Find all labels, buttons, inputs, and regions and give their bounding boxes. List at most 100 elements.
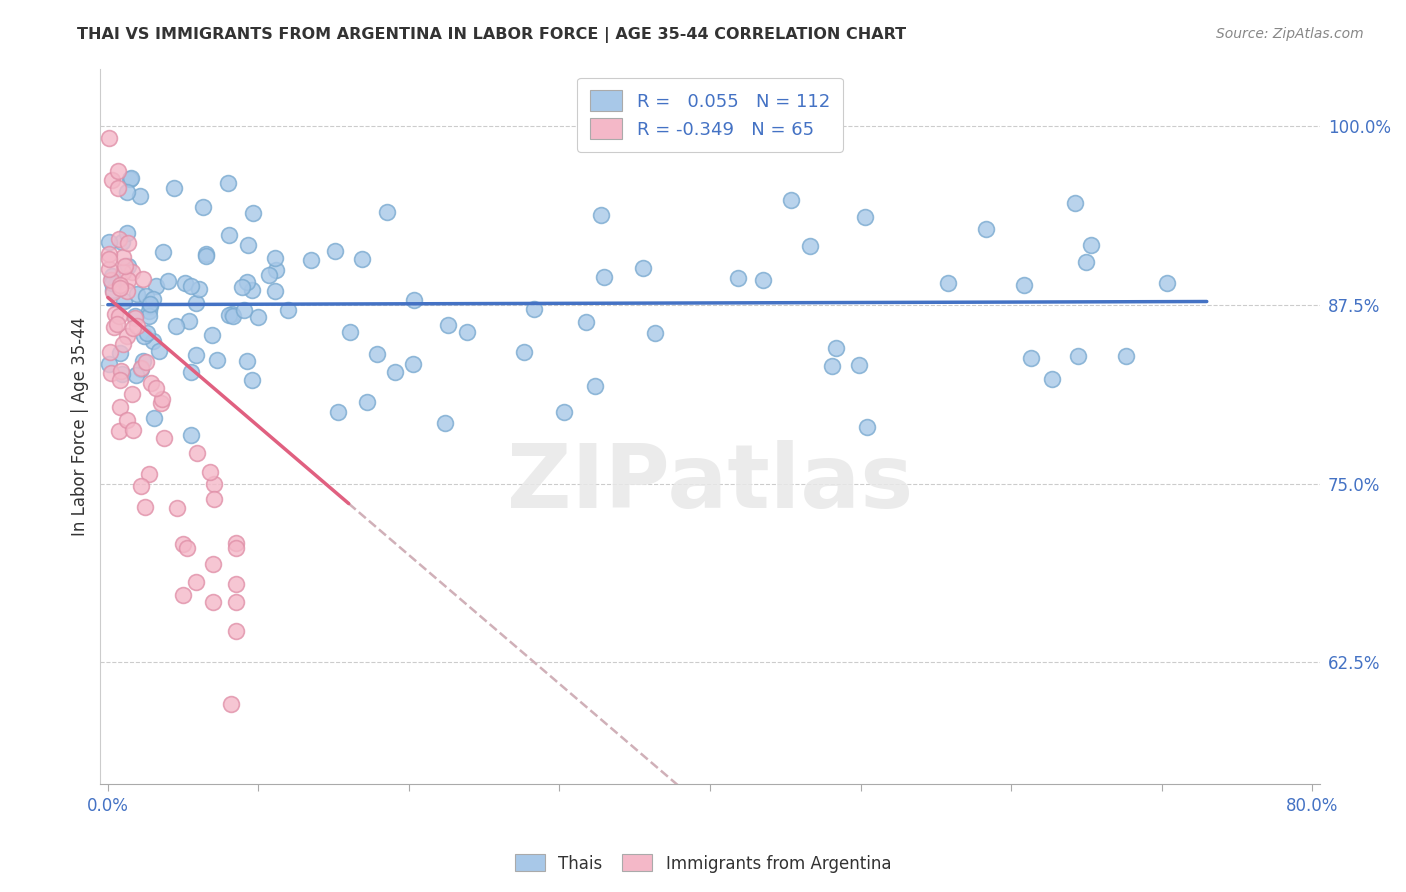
Point bbox=[108, 400, 131, 414]
Point bbox=[184, 295, 207, 310]
Point bbox=[186, 446, 208, 460]
Point bbox=[1066, 350, 1088, 364]
Point bbox=[105, 277, 128, 291]
Point bbox=[138, 304, 160, 318]
Point bbox=[163, 180, 186, 194]
Point bbox=[177, 314, 200, 328]
Point bbox=[131, 354, 153, 368]
Point bbox=[326, 405, 349, 419]
Point bbox=[129, 361, 152, 376]
Point bbox=[118, 172, 141, 186]
Point bbox=[172, 537, 194, 551]
Point bbox=[188, 281, 211, 295]
Point bbox=[225, 624, 247, 639]
Point bbox=[125, 368, 148, 383]
Point bbox=[166, 500, 188, 515]
Point bbox=[101, 269, 124, 284]
Point bbox=[143, 411, 166, 425]
Point bbox=[589, 208, 612, 222]
Point bbox=[100, 273, 122, 287]
Point bbox=[198, 465, 221, 479]
Point bbox=[375, 204, 398, 219]
Point bbox=[799, 238, 821, 252]
Point bbox=[103, 320, 125, 334]
Text: THAI VS IMMIGRANTS FROM ARGENTINA IN LABOR FORCE | AGE 35-44 CORRELATION CHART: THAI VS IMMIGRANTS FROM ARGENTINA IN LAB… bbox=[77, 27, 907, 43]
Point bbox=[1080, 238, 1102, 252]
Point bbox=[107, 309, 129, 323]
Point bbox=[350, 252, 373, 266]
Point bbox=[115, 227, 138, 241]
Point bbox=[172, 588, 194, 602]
Point bbox=[121, 265, 143, 279]
Point bbox=[98, 131, 121, 145]
Point bbox=[820, 359, 842, 374]
Point bbox=[727, 270, 749, 285]
Point bbox=[201, 558, 224, 572]
Point bbox=[263, 252, 285, 266]
Text: Source: ZipAtlas.com: Source: ZipAtlas.com bbox=[1216, 27, 1364, 41]
Point bbox=[323, 244, 346, 259]
Point bbox=[112, 250, 135, 264]
Point bbox=[115, 329, 138, 343]
Point bbox=[108, 373, 131, 387]
Point bbox=[114, 259, 136, 273]
Point bbox=[257, 268, 280, 283]
Point bbox=[136, 326, 159, 340]
Point bbox=[225, 536, 247, 550]
Point bbox=[111, 265, 134, 279]
Point bbox=[110, 363, 132, 377]
Point bbox=[974, 222, 997, 236]
Point bbox=[583, 379, 606, 393]
Point bbox=[779, 193, 801, 207]
Y-axis label: In Labor Force | Age 35-44: In Labor Force | Age 35-44 bbox=[72, 317, 89, 536]
Point bbox=[104, 307, 127, 321]
Point bbox=[1012, 278, 1035, 293]
Point bbox=[356, 395, 378, 409]
Point bbox=[108, 424, 131, 438]
Point bbox=[339, 326, 361, 340]
Point bbox=[111, 235, 134, 250]
Point bbox=[165, 319, 187, 334]
Point bbox=[134, 500, 156, 514]
Point bbox=[108, 346, 131, 360]
Point bbox=[225, 595, 247, 609]
Point bbox=[135, 289, 157, 303]
Point bbox=[242, 206, 264, 220]
Point bbox=[191, 200, 214, 214]
Point bbox=[138, 297, 160, 311]
Point bbox=[233, 303, 256, 318]
Point bbox=[1040, 372, 1063, 386]
Point bbox=[180, 278, 202, 293]
Point bbox=[240, 372, 263, 386]
Point bbox=[148, 344, 170, 359]
Point bbox=[142, 292, 165, 306]
Point bbox=[513, 345, 536, 359]
Point bbox=[107, 164, 129, 178]
Point bbox=[219, 697, 242, 711]
Point bbox=[100, 366, 122, 380]
Point bbox=[384, 365, 406, 379]
Legend: Thais, Immigrants from Argentina: Thais, Immigrants from Argentina bbox=[508, 847, 898, 880]
Point bbox=[98, 262, 121, 277]
Point bbox=[125, 319, 148, 334]
Point bbox=[101, 283, 124, 297]
Point bbox=[105, 317, 128, 331]
Point bbox=[150, 392, 173, 407]
Point bbox=[138, 467, 160, 482]
Point bbox=[593, 269, 616, 284]
Point bbox=[1115, 349, 1137, 363]
Point bbox=[110, 281, 132, 295]
Point bbox=[402, 357, 425, 371]
Point bbox=[247, 310, 270, 325]
Point bbox=[101, 277, 124, 291]
Point bbox=[120, 170, 142, 185]
Point bbox=[180, 365, 202, 379]
Point bbox=[124, 311, 146, 326]
Point bbox=[853, 211, 876, 225]
Point bbox=[145, 278, 167, 293]
Point bbox=[107, 232, 129, 246]
Point bbox=[1074, 255, 1097, 269]
Point bbox=[225, 577, 247, 591]
Point bbox=[186, 348, 208, 362]
Point bbox=[1019, 351, 1042, 366]
